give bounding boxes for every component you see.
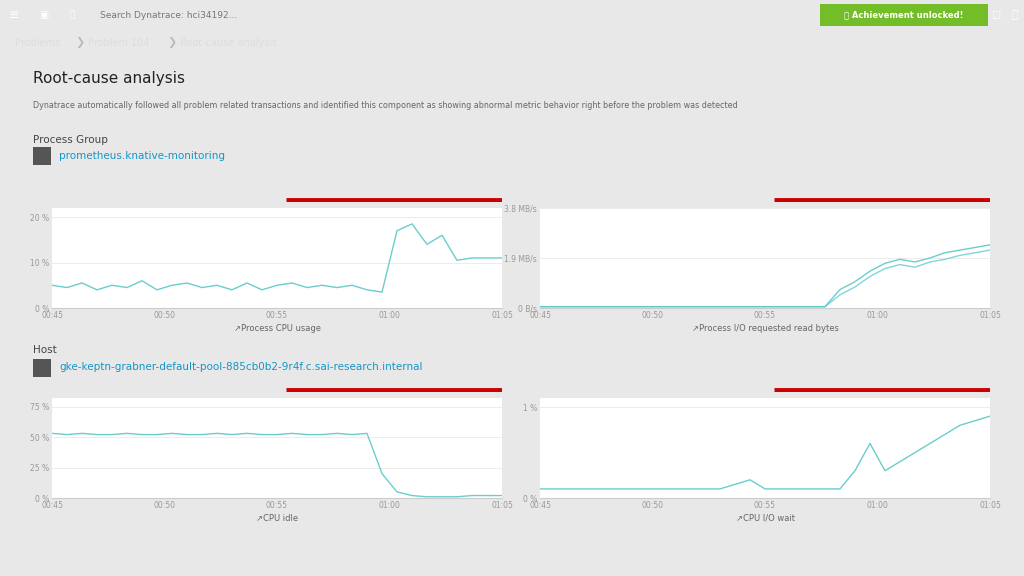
Text: Root-cause analysis: Root-cause analysis bbox=[34, 71, 185, 86]
Bar bbox=[820, 4, 988, 26]
Bar bbox=[34, 359, 51, 377]
Text: ▣: ▣ bbox=[39, 10, 48, 20]
Text: 🔍: 🔍 bbox=[70, 10, 75, 20]
Text: prometheus.knative-monitoring: prometheus.knative-monitoring bbox=[59, 151, 225, 161]
Text: Host: Host bbox=[34, 345, 57, 355]
Text: ❯: ❯ bbox=[167, 37, 176, 48]
X-axis label: ↗Process CPU usage: ↗Process CPU usage bbox=[233, 324, 321, 333]
X-axis label: ↗Process I/O requested read bytes: ↗Process I/O requested read bytes bbox=[691, 324, 839, 333]
Text: ◻: ◻ bbox=[992, 10, 1001, 20]
X-axis label: ↗CPU I/O wait: ↗CPU I/O wait bbox=[735, 514, 795, 523]
X-axis label: ↗CPU idle: ↗CPU idle bbox=[256, 514, 298, 523]
Bar bbox=[34, 147, 51, 165]
Text: Problems: Problems bbox=[15, 37, 60, 47]
Text: 👤: 👤 bbox=[1012, 10, 1018, 20]
Text: Process Group: Process Group bbox=[34, 135, 109, 145]
Text: ❯: ❯ bbox=[75, 37, 84, 48]
Text: Search Dynatrace: hci34192...: Search Dynatrace: hci34192... bbox=[100, 10, 238, 20]
Text: ≡: ≡ bbox=[9, 9, 19, 21]
Text: Dynatrace automatically followed all problem related transactions and identified: Dynatrace automatically followed all pro… bbox=[34, 101, 738, 110]
Text: Root-cause analysis: Root-cause analysis bbox=[180, 37, 278, 47]
Text: 🏆 Achievement unlocked!: 🏆 Achievement unlocked! bbox=[844, 10, 964, 20]
Text: gke-keptn-grabner-default-pool-885cb0b2-9r4f.c.sai-research.internal: gke-keptn-grabner-default-pool-885cb0b2-… bbox=[59, 362, 423, 372]
Text: Problem 104: Problem 104 bbox=[88, 37, 150, 47]
